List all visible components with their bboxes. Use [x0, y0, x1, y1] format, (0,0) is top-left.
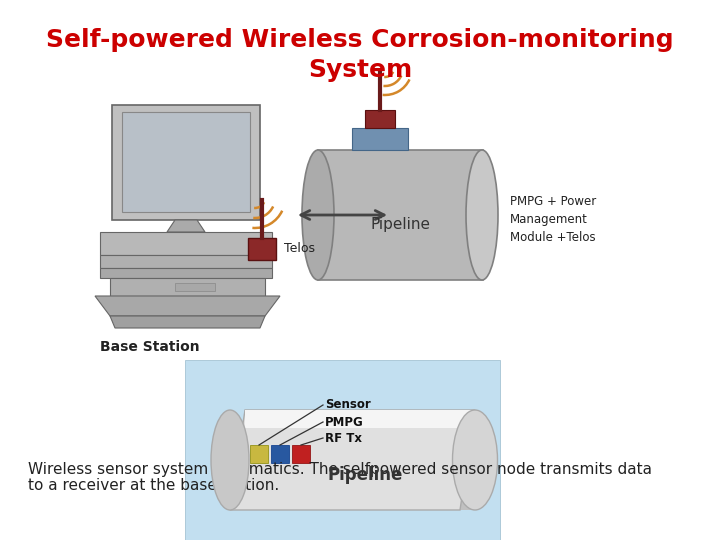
FancyBboxPatch shape — [292, 445, 310, 463]
FancyBboxPatch shape — [318, 150, 483, 280]
Text: Sensor: Sensor — [325, 399, 371, 411]
FancyBboxPatch shape — [175, 283, 215, 291]
FancyBboxPatch shape — [248, 238, 276, 260]
Polygon shape — [100, 268, 272, 278]
Polygon shape — [245, 495, 475, 510]
Ellipse shape — [211, 410, 249, 510]
Text: Wireless sensor system schematics. The selfpowered sensor node transmits data: Wireless sensor system schematics. The s… — [28, 462, 652, 477]
Polygon shape — [100, 232, 272, 255]
Text: PMPG: PMPG — [325, 415, 364, 429]
Polygon shape — [167, 220, 205, 232]
Polygon shape — [230, 410, 475, 510]
FancyBboxPatch shape — [250, 445, 268, 463]
Text: Self-powered Wireless Corrosion-monitoring: Self-powered Wireless Corrosion-monitori… — [46, 28, 674, 52]
Ellipse shape — [302, 150, 334, 280]
Ellipse shape — [466, 150, 498, 280]
Text: PMPG + Power
Management
Module +Telos: PMPG + Power Management Module +Telos — [510, 195, 596, 244]
Ellipse shape — [452, 410, 498, 510]
Polygon shape — [100, 255, 272, 268]
Text: Telos: Telos — [284, 241, 315, 254]
Text: Pipeline: Pipeline — [328, 466, 402, 484]
FancyBboxPatch shape — [122, 112, 250, 212]
Text: Pipeline: Pipeline — [370, 218, 430, 233]
Polygon shape — [110, 316, 265, 328]
Text: RF Tx: RF Tx — [325, 431, 362, 444]
FancyBboxPatch shape — [365, 110, 395, 128]
Text: to a receiver at the base station.: to a receiver at the base station. — [28, 478, 279, 493]
FancyBboxPatch shape — [271, 445, 289, 463]
Polygon shape — [95, 296, 280, 316]
Text: System: System — [308, 58, 412, 82]
Polygon shape — [245, 410, 475, 428]
FancyBboxPatch shape — [185, 360, 500, 540]
FancyBboxPatch shape — [110, 278, 265, 296]
FancyBboxPatch shape — [352, 128, 408, 150]
Text: Base Station: Base Station — [100, 340, 199, 354]
FancyBboxPatch shape — [112, 105, 260, 220]
